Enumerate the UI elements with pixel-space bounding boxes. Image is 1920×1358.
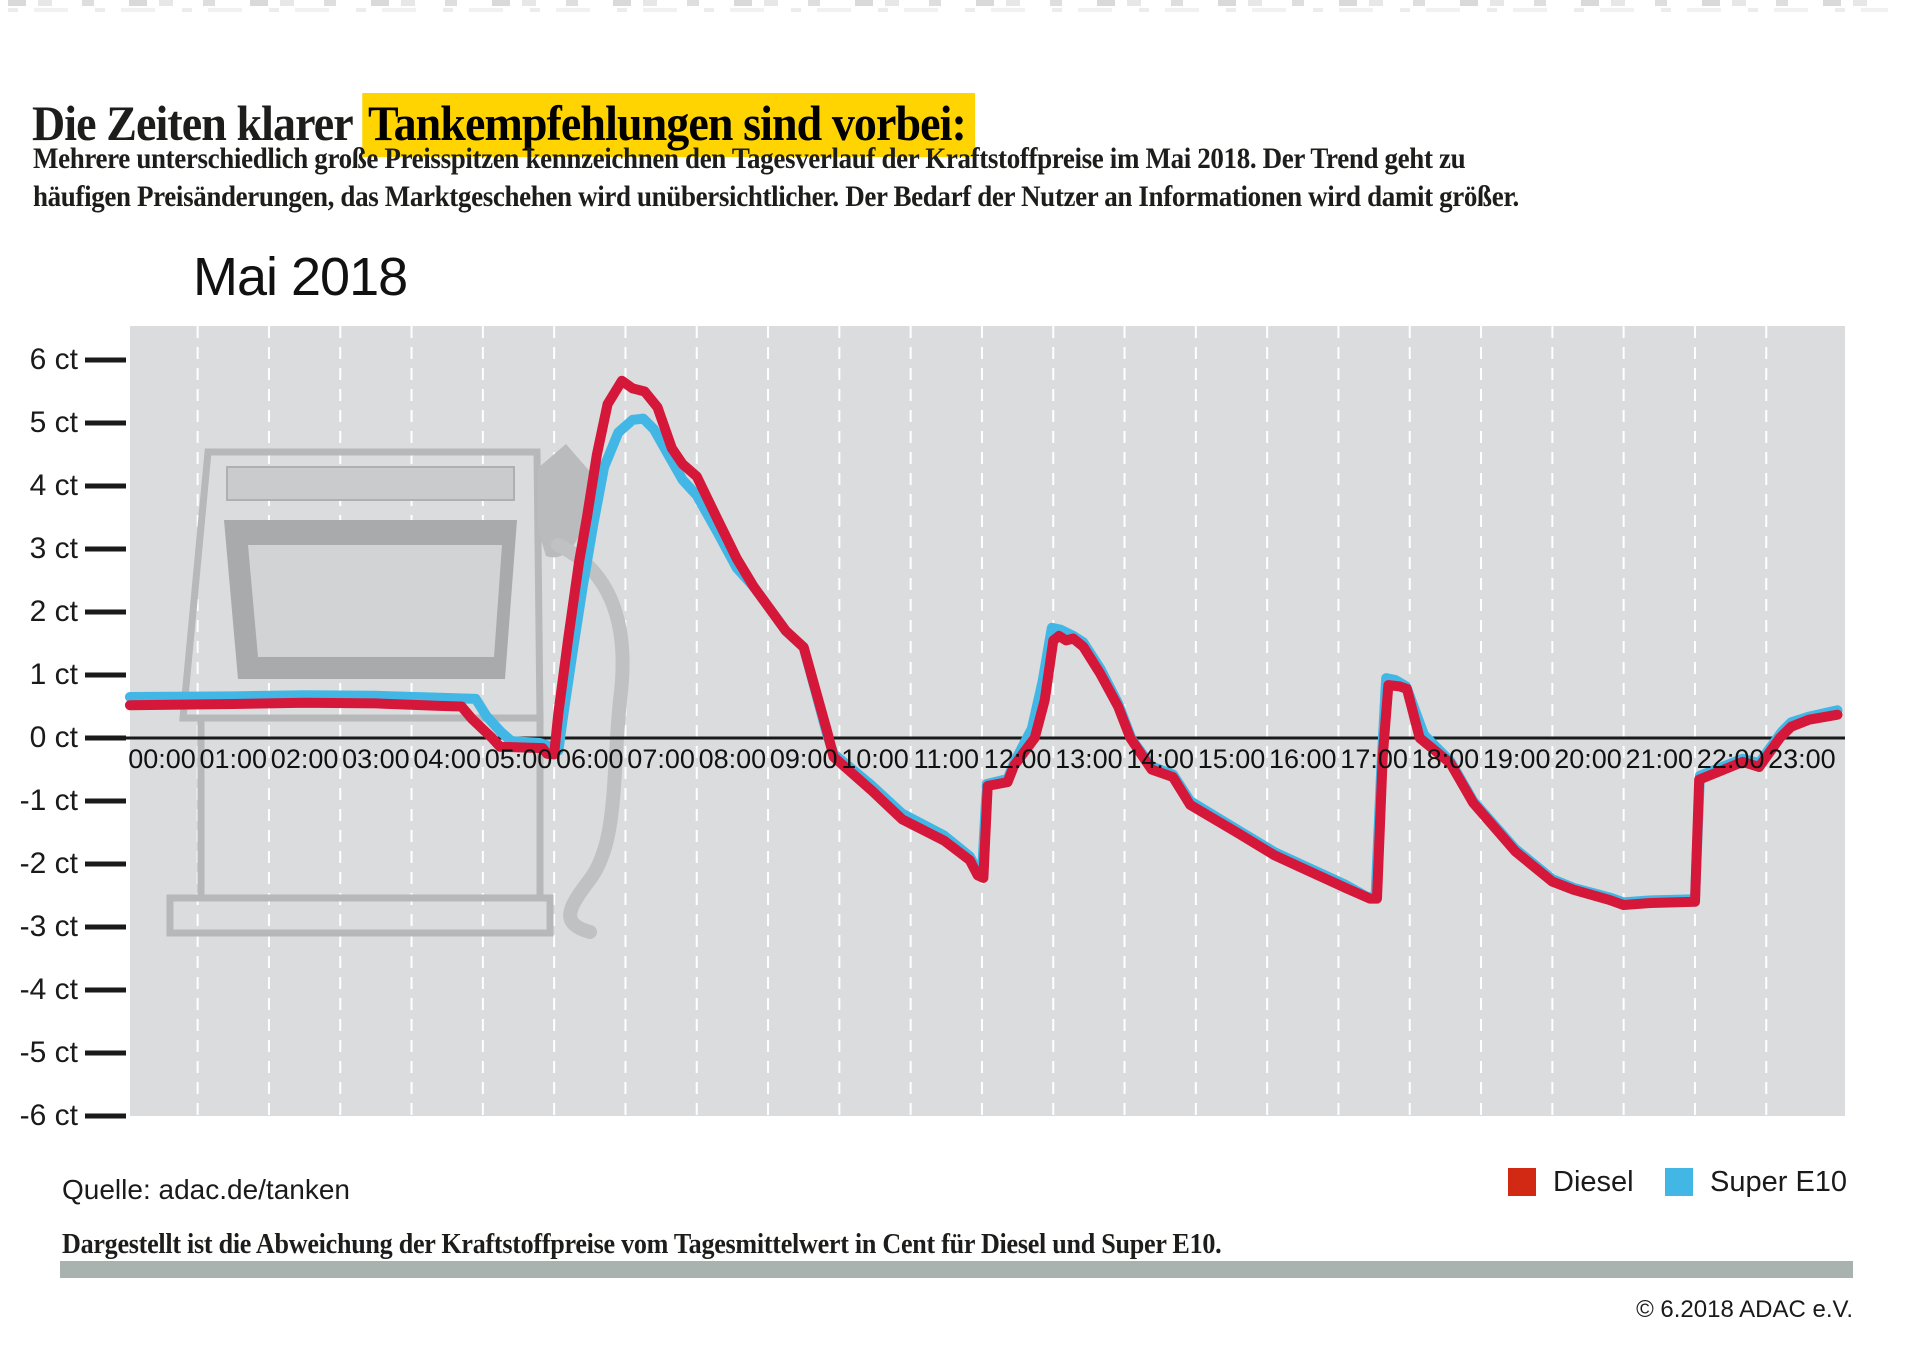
x-tick-label: 12:00 bbox=[983, 744, 1052, 774]
y-tick-label: 4 ct bbox=[29, 469, 78, 502]
page-title-highlight: Tankempfehlungen sind vorbei: bbox=[362, 92, 976, 157]
x-tick-label: 18:00 bbox=[1411, 744, 1480, 774]
y-tick-label: -2 ct bbox=[19, 847, 78, 880]
x-tick-label: 07:00 bbox=[627, 744, 695, 774]
x-tick-label: 02:00 bbox=[270, 744, 339, 774]
x-tick-label: 21:00 bbox=[1625, 744, 1694, 774]
x-tick-label: 14:00 bbox=[1126, 744, 1194, 774]
x-tick-label: 16:00 bbox=[1269, 744, 1337, 774]
cropped-text-remnant bbox=[8, 0, 1888, 6]
x-tick-label: 01:00 bbox=[199, 744, 268, 774]
x-tick-label: 13:00 bbox=[1055, 744, 1123, 774]
x-tick-label: 23:00 bbox=[1768, 744, 1836, 774]
x-tick-label: 11:00 bbox=[913, 744, 980, 774]
source-link[interactable]: Quelle: adac.de/tanken bbox=[62, 1174, 350, 1205]
vertical-gridlines bbox=[196, 326, 1768, 1116]
x-tick-label: 09:00 bbox=[769, 744, 838, 774]
data-series-layer bbox=[124, 375, 1843, 910]
y-tick-label: -4 ct bbox=[19, 973, 78, 1006]
x-tick-label: 03:00 bbox=[342, 744, 410, 774]
x-tick-label: 05:00 bbox=[484, 744, 553, 774]
y-tick-label: 0 ct bbox=[29, 721, 78, 754]
y-tick-label: 3 ct bbox=[29, 532, 78, 565]
super-e10-legend-label: Super E10 bbox=[1710, 1165, 1848, 1198]
legend-item-diesel: Diesel bbox=[1508, 1165, 1634, 1198]
page-title-plain: Die Zeiten klarer bbox=[32, 94, 363, 151]
chart-title: Mai 2018 bbox=[193, 247, 408, 307]
page-title: Die Zeiten klarer Tankempfehlungen sind … bbox=[32, 92, 976, 157]
x-tick-label: 15:00 bbox=[1197, 744, 1266, 774]
x-tick-label: 17:00 bbox=[1340, 744, 1408, 774]
x-tick-label: 19:00 bbox=[1482, 744, 1551, 774]
series-line-diesel bbox=[124, 375, 1843, 910]
y-tick-label: 6 ct bbox=[29, 343, 78, 376]
y-tick-label: -1 ct bbox=[19, 784, 78, 817]
y-tick-label: -3 ct bbox=[19, 910, 78, 943]
x-tick-label: 10:00 bbox=[841, 744, 909, 774]
footer-divider-bar bbox=[60, 1261, 1853, 1278]
x-tick-label: 22:00 bbox=[1696, 744, 1765, 774]
x-tick-label: 06:00 bbox=[556, 744, 624, 774]
axis-layer bbox=[85, 357, 1845, 1119]
diesel-legend-label: Diesel bbox=[1553, 1165, 1634, 1198]
y-tick-label: -5 ct bbox=[19, 1036, 78, 1069]
subtitle-line-1: Mehrere unterschiedlich große Preisspitz… bbox=[33, 142, 1466, 175]
x-tick-label: 08:00 bbox=[698, 744, 767, 774]
y-tick-label: 5 ct bbox=[29, 406, 78, 439]
chart-caption: Dargestellt ist die Abweichung der Kraft… bbox=[62, 1228, 1222, 1260]
subtitle-line-2: häufigen Preisänderungen, das Marktgesch… bbox=[33, 180, 1519, 213]
y-tick-label: 2 ct bbox=[29, 595, 78, 628]
diesel-color-swatch bbox=[1508, 1168, 1536, 1196]
x-tick-label: 00:00 bbox=[128, 744, 196, 774]
x-tick-label: 20:00 bbox=[1554, 744, 1622, 774]
legend-item-super-e10: Super E10 bbox=[1665, 1165, 1848, 1198]
y-tick-label: 1 ct bbox=[29, 658, 78, 691]
copyright-notice: © 6.2018 ADAC e.V. bbox=[1636, 1296, 1853, 1323]
page-subtitle: Mehrere unterschiedlich große Preisspitz… bbox=[33, 140, 1519, 216]
y-tick-label: -6 ct bbox=[19, 1099, 78, 1132]
super-e10-color-swatch bbox=[1665, 1168, 1693, 1196]
x-tick-label: 04:00 bbox=[413, 744, 481, 774]
cropped-text-remnant-2 bbox=[8, 8, 1888, 12]
